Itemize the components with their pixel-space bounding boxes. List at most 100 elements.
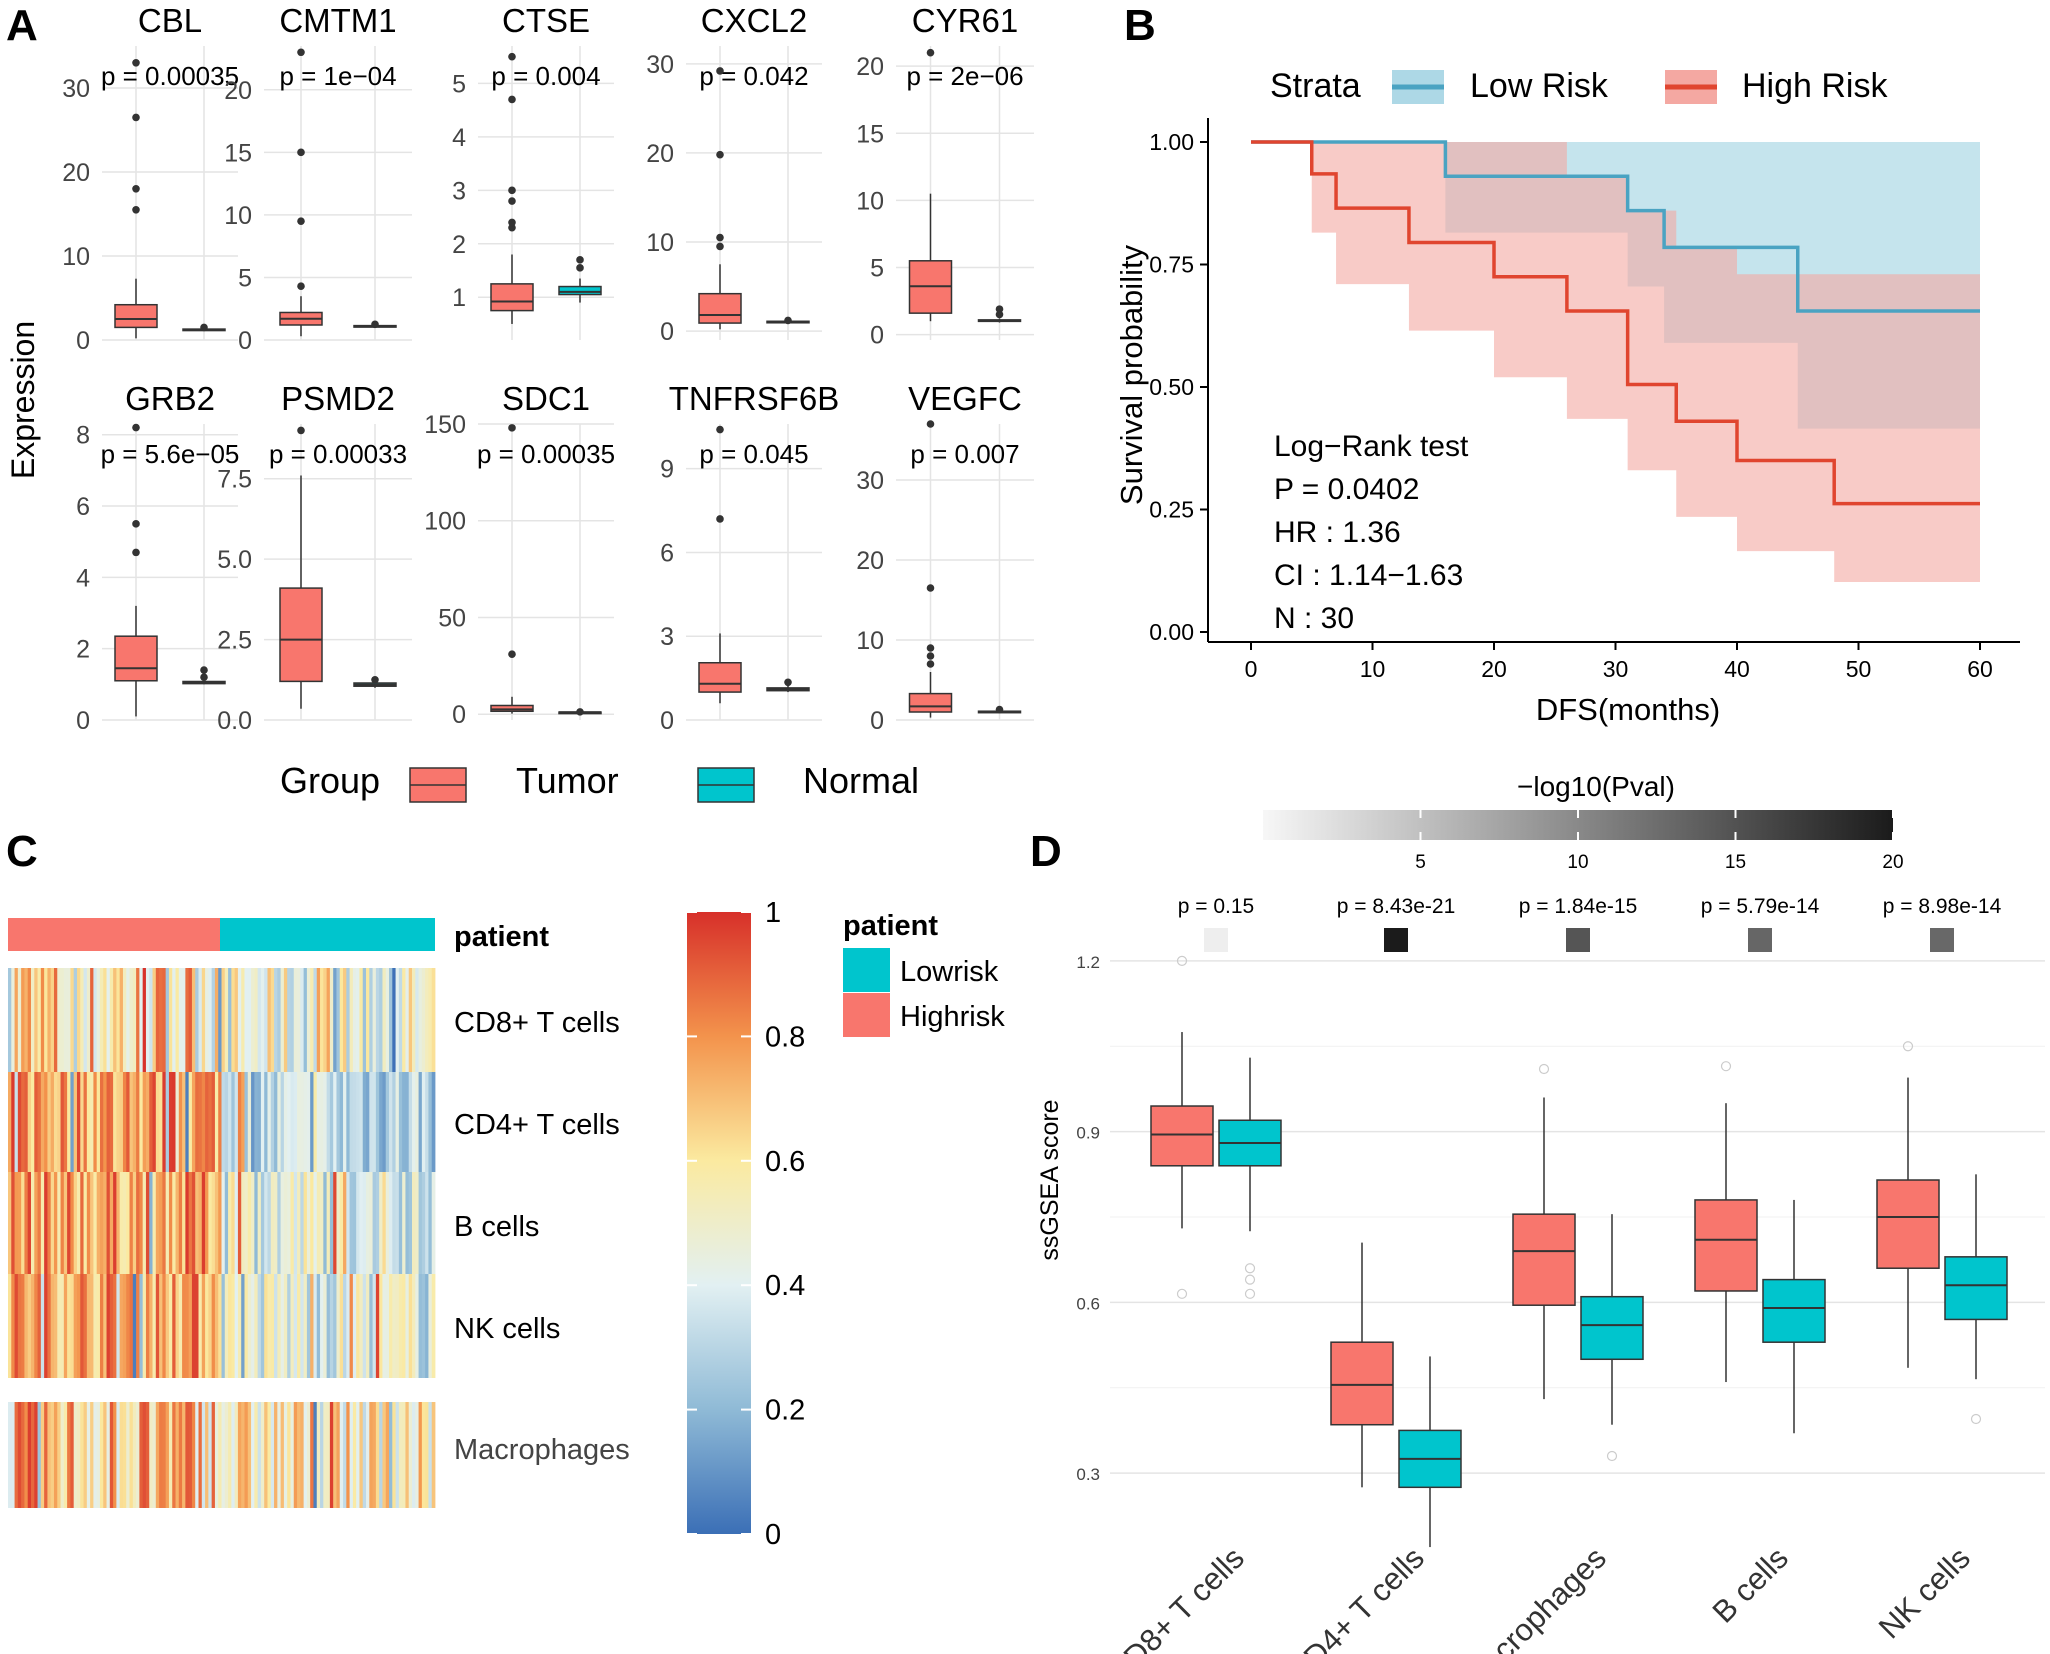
heatmap-cell bbox=[362, 1274, 367, 1378]
heatmap-cell bbox=[270, 1172, 275, 1274]
heatmap-cell bbox=[326, 1072, 331, 1172]
heatmap-cell bbox=[116, 1274, 121, 1378]
heatmap-cell bbox=[11, 1172, 15, 1274]
heatmap-cell bbox=[372, 1072, 377, 1172]
heatmap-cell bbox=[333, 968, 337, 1072]
heatmap-cell bbox=[70, 1274, 75, 1378]
heatmap-cell bbox=[234, 1274, 239, 1378]
heatmap-cell bbox=[359, 1402, 364, 1508]
heatmap-cell bbox=[356, 1072, 360, 1172]
heatmap-cell bbox=[277, 1274, 282, 1378]
heatmap-cell bbox=[37, 1172, 42, 1274]
heatmap-cell bbox=[185, 1274, 190, 1378]
outlier-point bbox=[508, 52, 516, 61]
outlier-point bbox=[508, 186, 516, 195]
heatmap-cell bbox=[306, 1274, 311, 1378]
heatmap-cell bbox=[231, 968, 236, 1072]
heatmap-cell bbox=[76, 1402, 81, 1508]
box-highrisk-cd4-t-cells bbox=[1330, 1242, 1394, 1488]
heatmap-cell bbox=[162, 1274, 167, 1378]
heatmap-cell bbox=[418, 1402, 423, 1508]
heatmap-cell bbox=[251, 1172, 255, 1274]
heatmap-cell bbox=[132, 1402, 137, 1508]
heatmap-cell bbox=[224, 1072, 229, 1172]
heatmap-cell bbox=[34, 1172, 38, 1274]
heatmap-cell bbox=[83, 1172, 88, 1274]
outlier-point bbox=[926, 644, 935, 652]
heatmap-cell bbox=[44, 1172, 48, 1274]
heatmap-cell bbox=[214, 1402, 219, 1508]
outlier-point bbox=[132, 520, 140, 528]
heatmap-cell bbox=[297, 968, 301, 1072]
outlier-point bbox=[1970, 1413, 1982, 1425]
heatmap-cell bbox=[389, 1172, 393, 1274]
heatmap-cell bbox=[336, 1274, 341, 1378]
heatmap-cell bbox=[168, 1274, 173, 1378]
box-tumor-grb2 bbox=[114, 605, 158, 717]
heatmap-cell bbox=[139, 968, 144, 1072]
heatmap-cell bbox=[11, 1274, 15, 1378]
heatmap-cell bbox=[329, 1172, 334, 1274]
heatmap-cell bbox=[408, 1402, 413, 1508]
heatmap-cell bbox=[44, 968, 48, 1072]
heatmap-cell bbox=[310, 1274, 314, 1378]
facet-y-tick-label: 4 bbox=[452, 124, 466, 152]
heatmap-cell bbox=[73, 1274, 78, 1378]
heatmap-cell bbox=[50, 1402, 55, 1508]
heatmap-cell bbox=[336, 968, 341, 1072]
heatmap-cell bbox=[182, 968, 186, 1072]
pvalue-square-cd8-t-cells bbox=[1204, 928, 1228, 952]
facet-title-ctse: CTSE bbox=[502, 2, 590, 39]
heatmap-cell bbox=[185, 1402, 190, 1508]
heatmap-cell bbox=[149, 1274, 153, 1378]
box-tumor-vegfc-box bbox=[908, 692, 953, 713]
box-highrisk-cd8-t-cells-box bbox=[1150, 1105, 1214, 1167]
heatmap-cell bbox=[24, 968, 29, 1072]
facet-y-tick-label: 0 bbox=[452, 701, 466, 729]
heatmap-cell bbox=[86, 1402, 91, 1508]
outlier-point bbox=[132, 185, 140, 193]
facet-cyr61: CYR61 0 5 10 15 20 p = 2e−06 bbox=[856, 2, 1034, 350]
heatmap-cell bbox=[329, 1274, 334, 1378]
heatmap-cell bbox=[70, 968, 75, 1072]
heatmap-cell bbox=[21, 1402, 25, 1508]
facet-y-tick-label: 30 bbox=[62, 75, 90, 103]
heatmap-cell bbox=[113, 968, 117, 1072]
heatmap-cell bbox=[47, 1072, 52, 1172]
heatmap-cell bbox=[362, 1402, 367, 1508]
heatmap-cell bbox=[428, 1402, 433, 1508]
facet-y-tick-label: 2 bbox=[452, 231, 466, 259]
heatmap-cell bbox=[175, 1274, 180, 1378]
heatmap-row-label-nk: NK cells bbox=[454, 1313, 560, 1345]
heatmap-cell bbox=[366, 1072, 370, 1172]
panel-b-kaplan-meier: Strata Low Risk High Risk 0.000.250.500.… bbox=[1114, 67, 2020, 727]
heatmap-cell bbox=[106, 1402, 111, 1508]
heatmap-cell bbox=[408, 1072, 413, 1172]
heatmap-cell bbox=[17, 1274, 22, 1378]
heatmap-cell bbox=[382, 1402, 387, 1508]
heatmap-cell bbox=[214, 1274, 219, 1378]
heatmap-cell bbox=[76, 1172, 81, 1274]
facet-y-tick-label: 5 bbox=[238, 264, 252, 292]
heatmap-cell bbox=[63, 1274, 68, 1378]
heatmap-cell bbox=[211, 1172, 216, 1274]
heatmap-cell bbox=[234, 1402, 239, 1508]
heatmap-cell bbox=[195, 1172, 199, 1274]
heatmap-cell bbox=[205, 968, 209, 1072]
heatmap-cell bbox=[224, 968, 229, 1072]
heatmap-cell bbox=[27, 968, 32, 1072]
heatmap-cell bbox=[162, 1402, 167, 1508]
heatmap-cell bbox=[122, 1172, 127, 1274]
heatmap-cell bbox=[234, 1172, 239, 1274]
heatmap-cell bbox=[60, 1072, 65, 1172]
heatmap-cell bbox=[214, 968, 219, 1072]
heatmap-cell bbox=[412, 968, 416, 1072]
facet-y-tick-label: 20 bbox=[856, 53, 884, 81]
heatmap-cell bbox=[283, 968, 288, 1072]
heatmap-cell bbox=[218, 1402, 222, 1508]
heatmap-cell bbox=[379, 1402, 383, 1508]
heatmap-cell bbox=[375, 968, 380, 1072]
panel-b-x-tick-label: 30 bbox=[1603, 656, 1629, 682]
heatmap-cell bbox=[185, 968, 190, 1072]
heatmap-cell bbox=[86, 1274, 91, 1378]
